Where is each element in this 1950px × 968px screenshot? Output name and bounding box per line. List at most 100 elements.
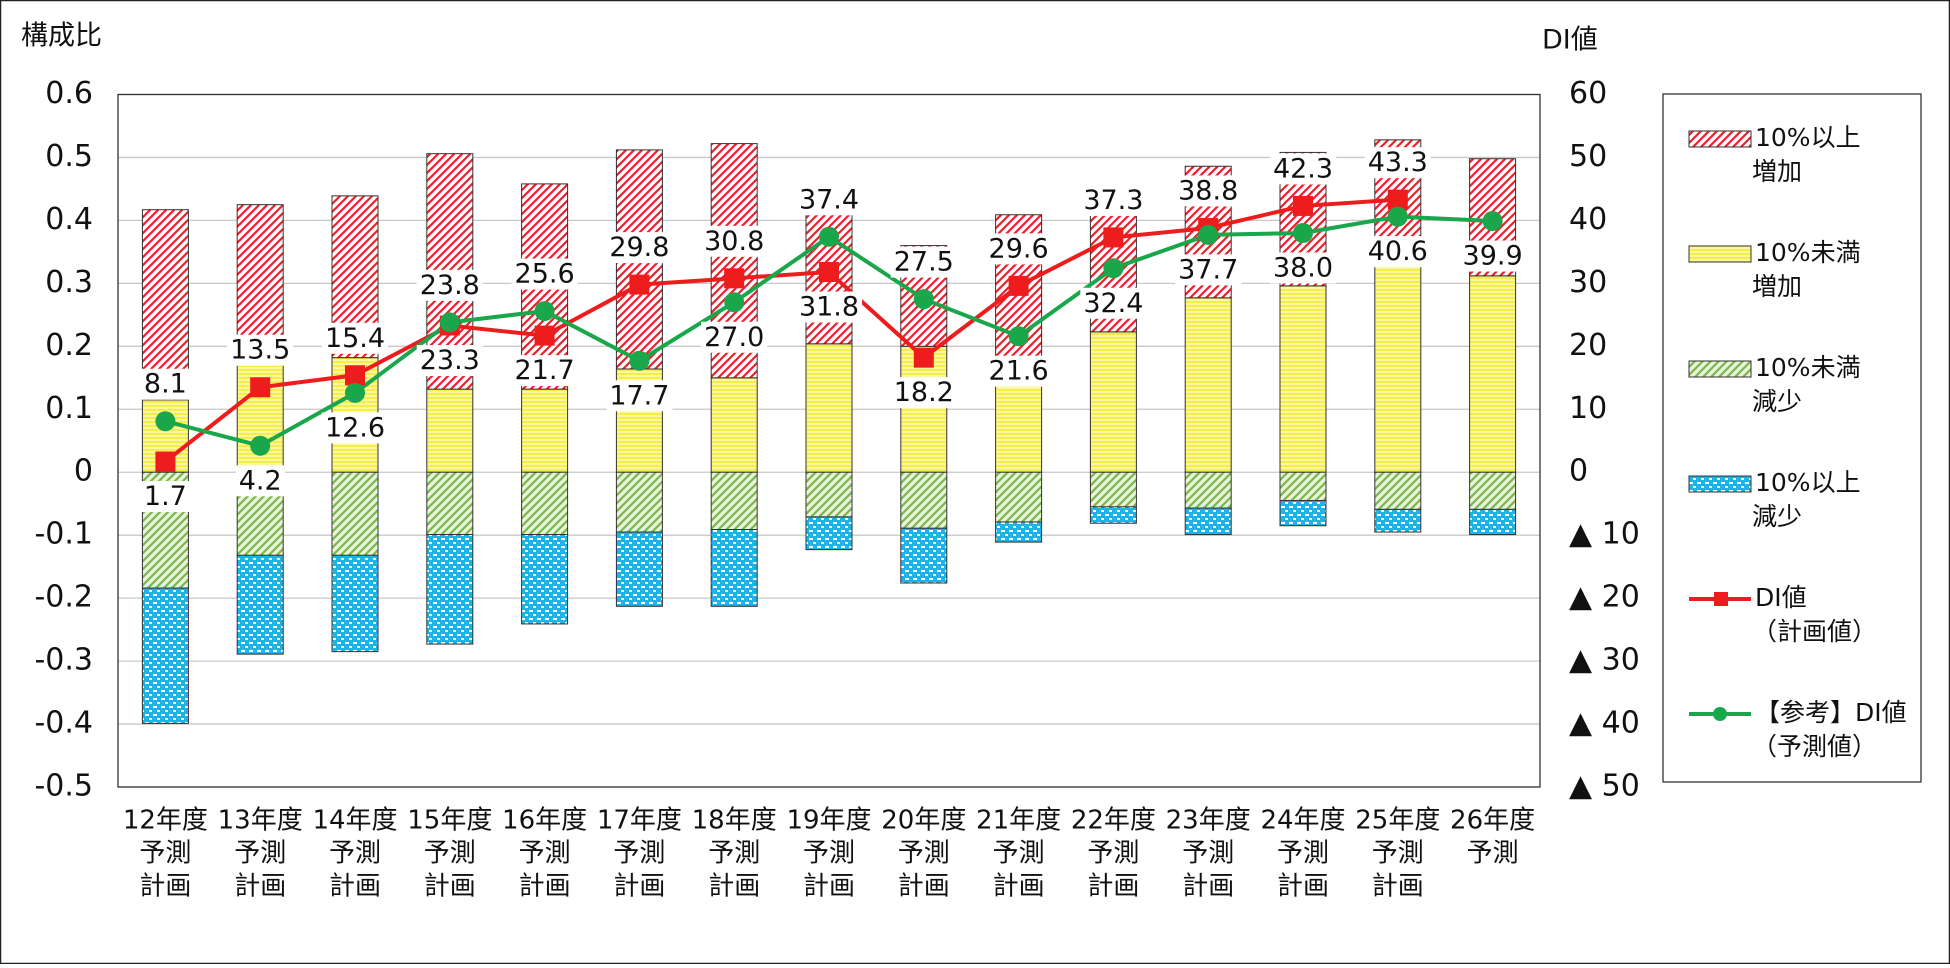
bar-segment <box>1184 297 1232 473</box>
value-label-bg <box>701 321 768 353</box>
y2-tick-label: 0 <box>1569 454 1588 489</box>
marker <box>345 382 365 403</box>
bar-segment <box>1374 471 1422 510</box>
value-label: 29.6 <box>989 233 1049 264</box>
x-tick-label: 予測 <box>708 839 760 869</box>
bar-segment <box>995 383 1043 473</box>
value-label-bg <box>1175 254 1242 286</box>
value-label: 39.9 <box>1463 241 1523 272</box>
x-tick-label: 予測 <box>1467 839 1519 869</box>
value-label-bg <box>890 377 957 409</box>
x-tick-label: 予測 <box>329 839 381 869</box>
value-label: 30.8 <box>704 226 764 257</box>
legend-label: 増加 <box>1752 157 1802 186</box>
legend-label: 減少 <box>1752 387 1802 416</box>
marker <box>913 347 934 368</box>
bar-segment <box>710 377 758 473</box>
value-label-bg <box>235 465 285 497</box>
x-tick-label: 予測 <box>1372 839 1424 869</box>
value-label: 43.3 <box>1368 147 1428 178</box>
bar-segment <box>805 471 853 518</box>
legend-swatch <box>1688 475 1752 493</box>
y-axis-title: 構成比 <box>21 21 102 52</box>
marker <box>1008 326 1029 347</box>
value-label: 23.8 <box>420 270 480 301</box>
legend-label: 10%以上 <box>1755 468 1861 497</box>
marker <box>1103 258 1124 279</box>
y2-tick-label: 50 <box>1569 139 1607 174</box>
value-label-bg <box>606 380 673 412</box>
marker <box>1293 223 1313 243</box>
legend-label: DI値 <box>1755 583 1807 612</box>
marker <box>1008 275 1029 296</box>
bar-segment <box>1469 275 1517 473</box>
x-tick-label: 計画 <box>1182 872 1234 902</box>
y2-tick-label: ▲ 10 <box>1569 517 1640 552</box>
bar-segment <box>615 471 663 533</box>
marker <box>819 262 839 283</box>
value-label: 8.1 <box>144 369 187 400</box>
value-label: 29.8 <box>609 232 669 263</box>
value-label-bg <box>1080 184 1147 216</box>
x-tick-label: 23年度 <box>1166 806 1251 836</box>
x-tick-label: 計画 <box>424 872 476 902</box>
legend-swatch <box>1688 360 1752 378</box>
bar-segment <box>426 471 474 536</box>
bar-segment <box>995 471 1043 523</box>
marker <box>913 289 934 310</box>
x-tick-label: 予測 <box>898 839 950 869</box>
marker <box>629 274 650 295</box>
marker <box>345 365 365 386</box>
bar-segment <box>1184 507 1232 536</box>
y-tick-label: 0.2 <box>45 328 93 363</box>
marker <box>1103 227 1124 248</box>
bar-segment <box>710 471 758 531</box>
bar-segment <box>426 388 474 473</box>
x-tick-label: 24年度 <box>1260 806 1345 836</box>
marker <box>819 226 839 247</box>
bar-segment <box>331 554 379 653</box>
y2-tick-label: ▲ 50 <box>1569 769 1640 804</box>
marker <box>1198 224 1219 245</box>
value-label-bg <box>890 246 957 278</box>
x-tick-label: 予測 <box>1182 839 1234 869</box>
bar-segment <box>521 534 569 625</box>
x-tick-label: 計画 <box>708 872 760 902</box>
bar-segment <box>900 471 948 529</box>
x-tick-label: 予測 <box>424 839 476 869</box>
x-tick-label: 21年度 <box>976 806 1061 836</box>
value-label: 13.5 <box>230 335 290 366</box>
value-label: 21.7 <box>515 355 575 386</box>
value-label-bg <box>511 258 578 290</box>
value-label-bg <box>1269 153 1337 185</box>
x-tick-label: 15年度 <box>407 806 492 836</box>
bar-segment <box>521 388 569 473</box>
value-label-bg <box>985 233 1052 265</box>
x-tick-label: 22年度 <box>1071 806 1156 836</box>
bar-segment <box>995 521 1043 543</box>
value-label: 25.6 <box>515 259 575 290</box>
value-label: 15.4 <box>325 323 385 354</box>
x-tick-label: 13年度 <box>218 806 303 836</box>
bar-segment <box>331 471 379 556</box>
bar-segment <box>1089 331 1137 473</box>
y2-tick-label: ▲ 30 <box>1569 643 1640 678</box>
marker <box>250 435 271 456</box>
legend-marker <box>1713 707 1727 721</box>
marker <box>724 268 745 289</box>
bar-segment <box>1184 471 1232 509</box>
marker <box>1387 206 1408 227</box>
line <box>164 197 1398 464</box>
bar-segment <box>141 587 189 724</box>
marker <box>439 312 460 333</box>
x-tick-label: 予測 <box>1277 839 1329 869</box>
x-tick-label: 26年度 <box>1450 806 1535 836</box>
value-label: 18.2 <box>894 377 954 408</box>
bar-segment <box>1089 471 1137 508</box>
bar-segment <box>426 534 474 645</box>
bar-segment <box>1469 471 1517 510</box>
x-tick-label: 予測 <box>803 839 855 869</box>
value-label: 21.6 <box>989 356 1049 387</box>
legend-label: （計画値） <box>1752 617 1877 646</box>
